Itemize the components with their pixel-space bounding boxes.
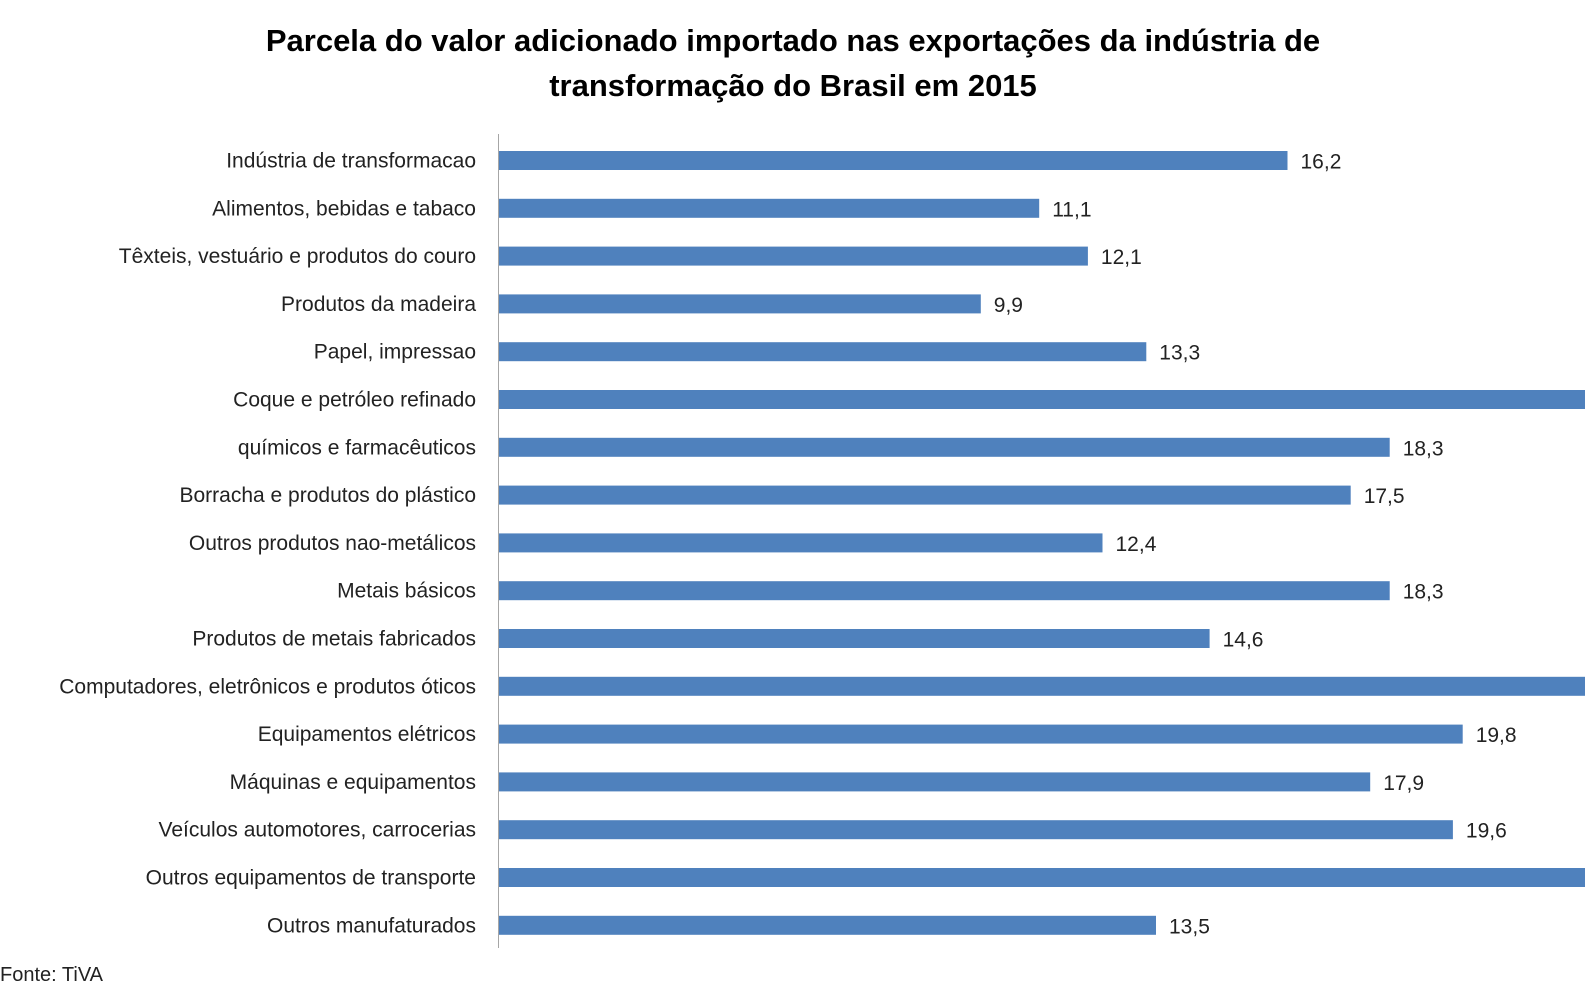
bar — [499, 198, 1040, 218]
bar — [499, 390, 1585, 409]
category-label: Papel, impressao — [314, 341, 476, 364]
category-label: Veículos automotores, carrocerias — [159, 819, 476, 842]
category-label: Outros manufaturados — [267, 914, 476, 937]
value-label: 13,5 — [1169, 915, 1210, 938]
bars-layer: Indústria de transformacao 16,2 Alimentos,… — [59, 150, 1585, 938]
bar — [499, 820, 1453, 840]
value-label: 9,9 — [994, 294, 1023, 317]
category-label: Têxteis, vestuário e produtos do couro — [119, 245, 476, 268]
category-label: Borracha e produtos do plástico — [179, 484, 476, 507]
value-label: 12,1 — [1101, 246, 1142, 269]
value-label: 18,3 — [1403, 437, 1444, 460]
category-label: Produtos de metais fabricados — [192, 628, 476, 651]
value-label: 14,6 — [1223, 629, 1264, 652]
category-label: Metais básicos — [337, 580, 476, 603]
category-label: Produtos da madeira — [281, 293, 476, 316]
bar — [499, 485, 1351, 505]
bar — [499, 915, 1156, 935]
value-label: 19,8 — [1476, 724, 1517, 747]
value-label: 17,5 — [1364, 485, 1405, 508]
value-label: 16,2 — [1301, 151, 1342, 174]
category-label: Indústria de transformacao — [226, 150, 476, 173]
value-label: 11,1 — [1052, 198, 1091, 221]
bar — [499, 151, 1288, 170]
category-label: químicos e farmacêuticos — [238, 436, 476, 459]
bar — [499, 724, 1463, 744]
bar — [499, 533, 1103, 553]
chart-title-line-1: Parcela do valor adicionado importado na… — [266, 23, 1320, 58]
value-label: 18,3 — [1403, 581, 1444, 604]
category-label: Equipamentos elétricos — [258, 723, 476, 746]
category-label: Alimentos, bebidas e tabaco — [212, 197, 476, 220]
category-label: Coque e petróleo refinado — [233, 389, 476, 412]
bar — [499, 294, 981, 314]
category-label: Computadores, eletrônicos e produtos óti… — [59, 675, 476, 698]
category-label: Outros equipamentos de transporte — [146, 867, 476, 890]
value-label: 13,3 — [1159, 342, 1200, 365]
bar — [499, 581, 1390, 601]
category-label: Outros produtos nao-metálicos — [189, 532, 476, 555]
bar — [499, 342, 1147, 362]
category-label: Máquinas e equipamentos — [230, 771, 476, 794]
chart-title-line-2: transformação do Brasil em 2015 — [549, 68, 1037, 103]
value-label: 12,4 — [1116, 533, 1157, 556]
bar — [499, 868, 1585, 887]
value-label: 17,9 — [1383, 772, 1424, 795]
source-note: Fonte: TiVA — [0, 964, 104, 986]
bar — [499, 676, 1585, 696]
bar — [499, 246, 1088, 266]
value-label: 19,6 — [1466, 820, 1507, 843]
bar — [499, 772, 1371, 792]
bar — [499, 629, 1210, 648]
bar — [499, 437, 1390, 457]
